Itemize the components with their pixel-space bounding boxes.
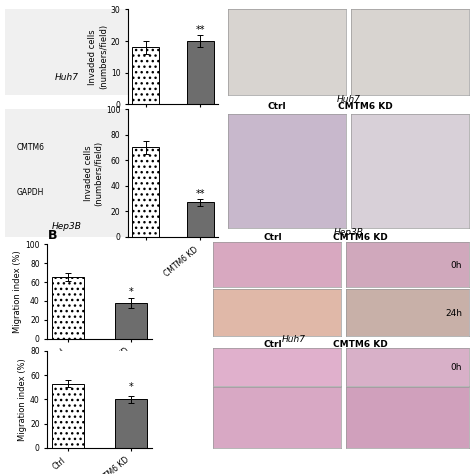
Bar: [115, 399, 147, 448]
Text: CMTM6 KD: CMTM6 KD: [333, 340, 388, 349]
Text: 24h: 24h: [445, 310, 462, 318]
Text: **: **: [196, 189, 205, 199]
Text: Hep3B: Hep3B: [333, 228, 364, 237]
Text: Huh7: Huh7: [55, 73, 78, 82]
Text: Ctrl: Ctrl: [263, 340, 282, 349]
Bar: [132, 47, 159, 104]
Text: 0h: 0h: [451, 261, 462, 270]
Bar: [115, 303, 147, 339]
Text: CMTM6 KD: CMTM6 KD: [337, 102, 392, 111]
Y-axis label: Invaded cells
(numbers/field): Invaded cells (numbers/field): [84, 140, 103, 206]
Text: CMTM6: CMTM6: [17, 143, 45, 152]
Text: Hep3B: Hep3B: [51, 222, 82, 231]
Text: 0h: 0h: [451, 363, 462, 372]
Text: **: **: [196, 25, 205, 35]
Text: Ctrl: Ctrl: [263, 233, 282, 242]
Text: Ctrl: Ctrl: [268, 102, 287, 111]
Bar: [52, 277, 84, 339]
Y-axis label: Migration index (%): Migration index (%): [18, 358, 27, 441]
Bar: [187, 41, 214, 104]
Text: B: B: [47, 229, 57, 242]
Text: Huh7: Huh7: [282, 335, 306, 344]
Text: *: *: [129, 382, 134, 392]
Bar: [187, 202, 214, 237]
Bar: [132, 147, 159, 237]
Text: Huh7: Huh7: [337, 95, 360, 104]
Text: *: *: [129, 287, 134, 297]
Text: CMTM6 KD: CMTM6 KD: [333, 233, 388, 242]
Text: GAPDH: GAPDH: [17, 188, 45, 197]
Y-axis label: Invaded cells
(numbers/field): Invaded cells (numbers/field): [89, 24, 108, 90]
Bar: [52, 383, 84, 448]
Y-axis label: Migration index (%): Migration index (%): [13, 250, 22, 333]
